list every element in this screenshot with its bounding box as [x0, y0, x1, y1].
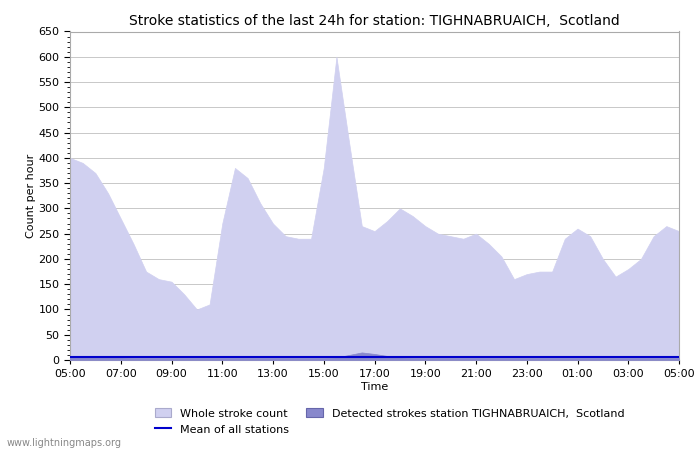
- Y-axis label: Count per hour: Count per hour: [26, 153, 36, 238]
- Legend: Whole stroke count, Mean of all stations, Detected strokes station TIGHNABRUAICH: Whole stroke count, Mean of all stations…: [155, 408, 624, 435]
- Text: www.lightningmaps.org: www.lightningmaps.org: [7, 438, 122, 448]
- Title: Stroke statistics of the last 24h for station: TIGHNABRUAICH,  Scotland: Stroke statistics of the last 24h for st…: [129, 14, 620, 27]
- X-axis label: Time: Time: [361, 382, 388, 392]
